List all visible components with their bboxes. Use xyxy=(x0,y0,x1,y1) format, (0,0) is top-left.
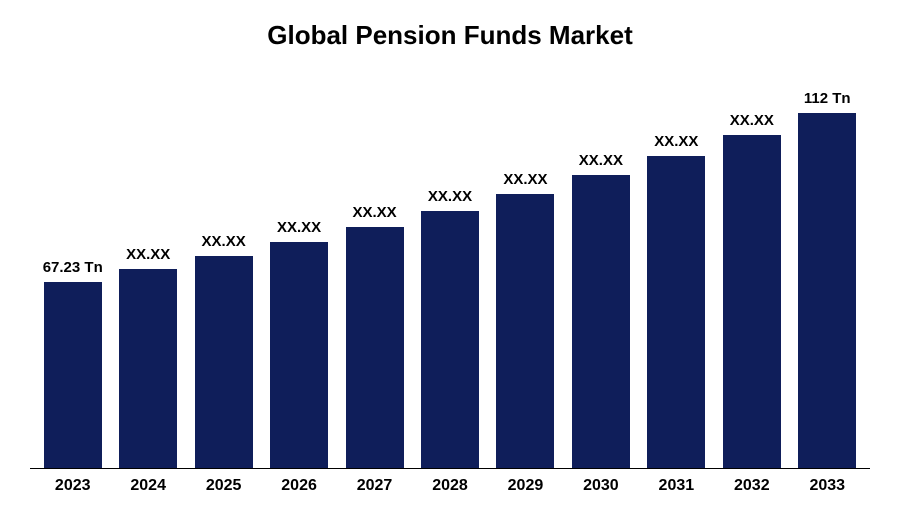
bar-group: 112 Tn xyxy=(791,66,863,468)
x-tick-label: 2028 xyxy=(414,477,486,495)
x-axis: 2023202420252026202720282029203020312032… xyxy=(30,469,870,495)
bar-group: XX.XX xyxy=(414,66,486,468)
bar-value-label: XX.XX xyxy=(730,112,774,129)
bar-value-label: 112 Tn xyxy=(804,90,851,107)
bar-group: XX.XX xyxy=(716,66,788,468)
bar xyxy=(346,227,404,468)
x-tick-label: 2031 xyxy=(640,477,712,495)
bar-value-label: XX.XX xyxy=(654,133,698,150)
plot-area: 67.23 Tn XX.XX XX.XX XX.XX XX.XX XX.XX XX.XX XX… xyxy=(30,66,870,469)
x-tick-label: 2027 xyxy=(339,477,411,495)
bar-value-label: XX.XX xyxy=(277,219,321,236)
bar xyxy=(421,211,479,468)
bar xyxy=(572,175,630,468)
x-tick-label: 2030 xyxy=(565,477,637,495)
bar-group: XX.XX xyxy=(565,66,637,468)
x-tick-label: 2033 xyxy=(791,477,863,495)
bar xyxy=(119,269,177,468)
bar xyxy=(270,242,328,468)
x-tick-label: 2023 xyxy=(37,477,109,495)
bar-value-label: 67.23 Tn xyxy=(43,259,103,276)
bar-group: XX.XX xyxy=(263,66,335,468)
bar xyxy=(798,113,856,468)
bar xyxy=(723,135,781,468)
bar-group: XX.XX xyxy=(112,66,184,468)
x-tick-label: 2029 xyxy=(489,477,561,495)
bar xyxy=(496,194,554,468)
bar xyxy=(647,156,705,468)
bar xyxy=(44,282,102,468)
chart-container: Global Pension Funds Market 67.23 Tn XX.X… xyxy=(0,0,900,525)
x-tick-label: 2032 xyxy=(716,477,788,495)
bar-group: XX.XX xyxy=(188,66,260,468)
x-tick-label: 2024 xyxy=(112,477,184,495)
bar xyxy=(195,256,253,468)
bar-value-label: XX.XX xyxy=(202,233,246,250)
chart-title: Global Pension Funds Market xyxy=(30,20,870,51)
bar-value-label: XX.XX xyxy=(579,152,623,169)
bar-value-label: XX.XX xyxy=(126,246,170,263)
bar-group: XX.XX xyxy=(640,66,712,468)
bar-group: 67.23 Tn xyxy=(37,66,109,468)
bar-value-label: XX.XX xyxy=(503,171,547,188)
bar-value-label: XX.XX xyxy=(352,204,396,221)
bar-group: XX.XX xyxy=(489,66,561,468)
bar-group: XX.XX xyxy=(339,66,411,468)
bar-value-label: XX.XX xyxy=(428,188,472,205)
x-tick-label: 2025 xyxy=(188,477,260,495)
x-tick-label: 2026 xyxy=(263,477,335,495)
